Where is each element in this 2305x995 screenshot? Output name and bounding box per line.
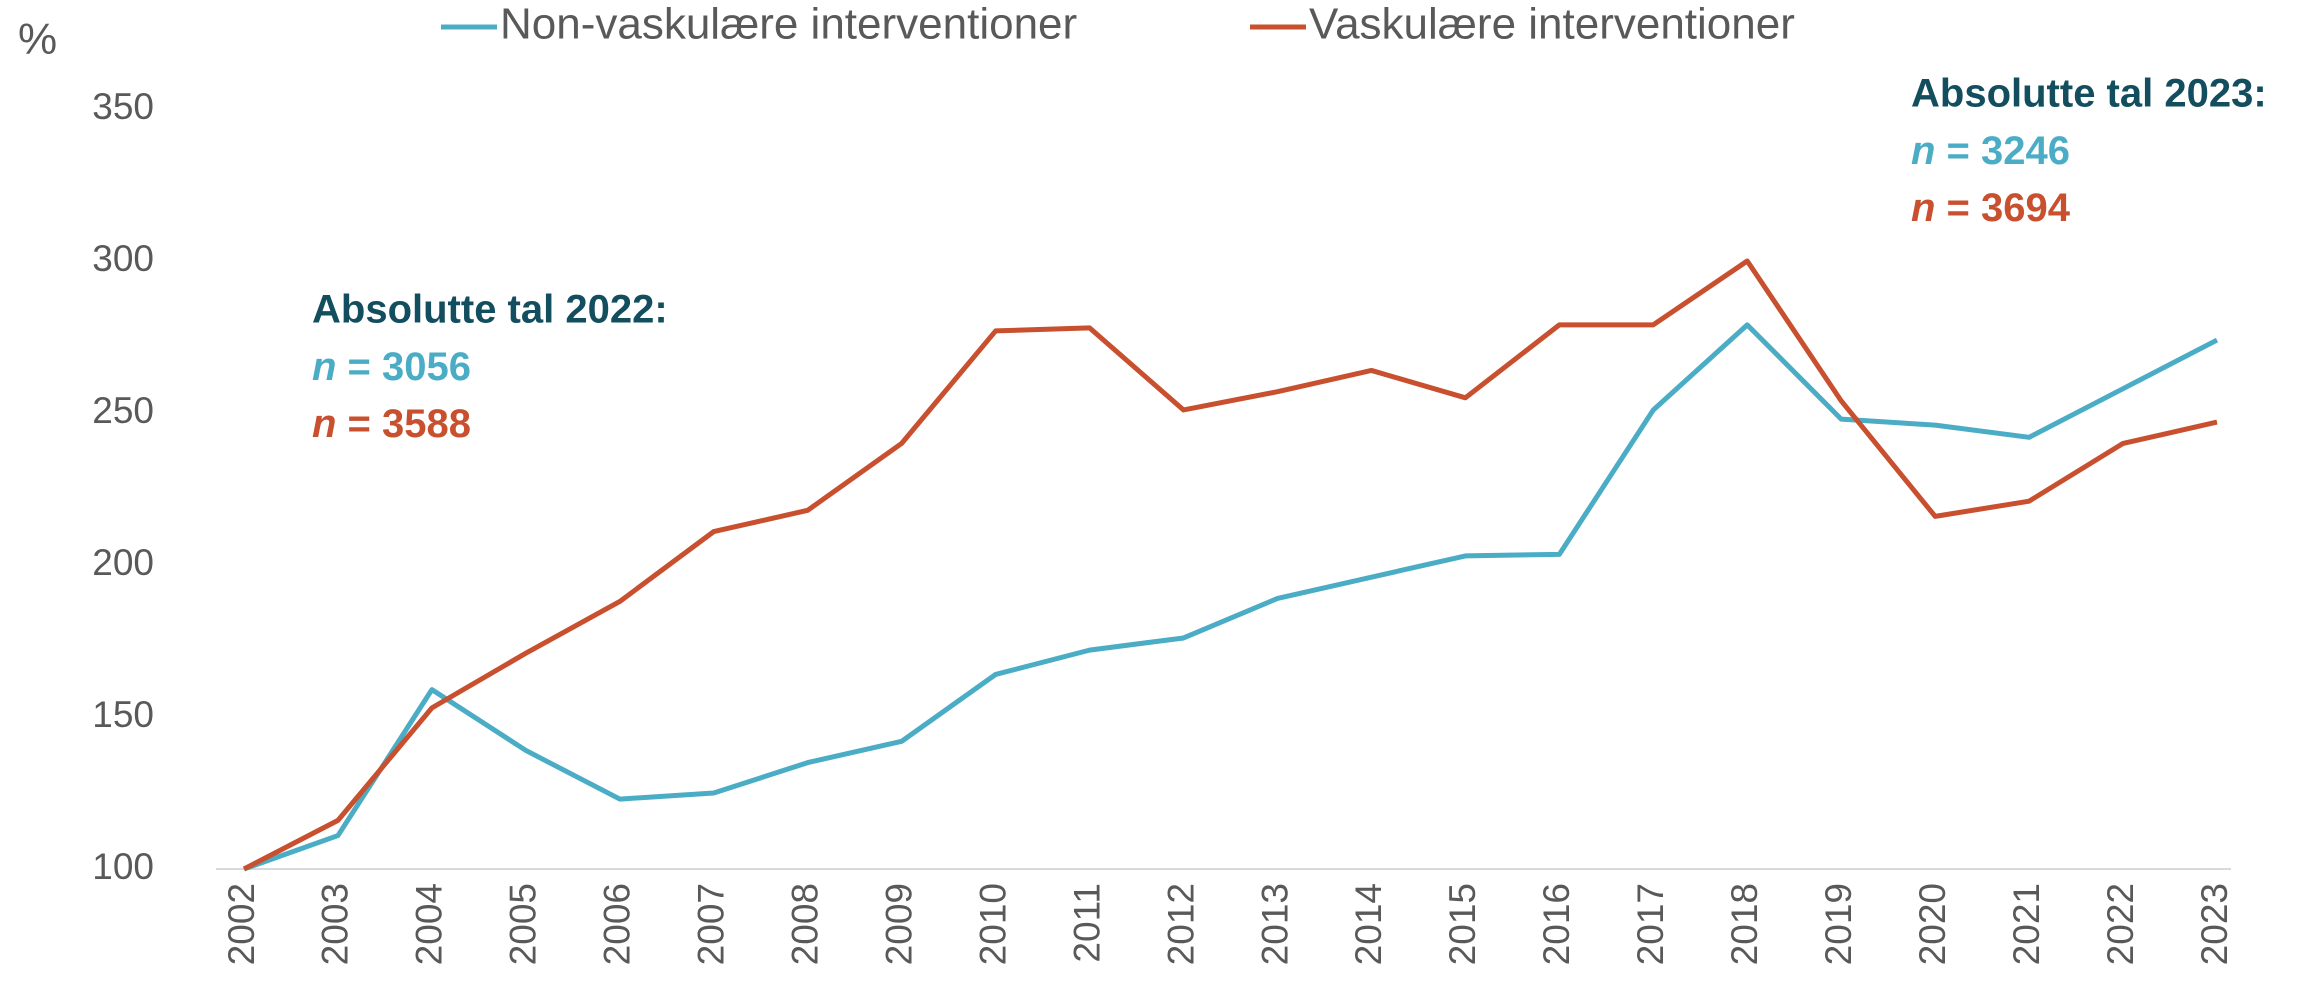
x-tick-label: 2008 bbox=[784, 883, 825, 965]
y-tick-label: 150 bbox=[92, 694, 154, 735]
series-line bbox=[243, 322, 2219, 872]
x-tick-label: 2015 bbox=[1442, 883, 1483, 965]
legend-label: Vaskulære interventioner bbox=[1309, 0, 1795, 49]
annotation-line: n = 3056 bbox=[312, 345, 471, 389]
series-line bbox=[242, 258, 2218, 872]
x-tick-label: 2019 bbox=[1818, 883, 1859, 965]
x-tick-label: 2011 bbox=[1066, 883, 1107, 963]
x-tick-label: 2007 bbox=[691, 883, 732, 965]
x-tick-label: 2005 bbox=[503, 883, 544, 965]
annotation-line: n = 3694 bbox=[1911, 186, 2071, 230]
annotation-line: n = 3588 bbox=[312, 402, 471, 446]
x-tick-label: 2022 bbox=[2100, 883, 2141, 965]
x-tick-label: 2004 bbox=[409, 883, 450, 965]
y-tick-label: 250 bbox=[92, 390, 154, 431]
x-tick-label: 2013 bbox=[1254, 883, 1295, 965]
x-tick-label: 2023 bbox=[2194, 883, 2235, 965]
x-tick-label: 2018 bbox=[1724, 883, 1765, 965]
legend-label: Non-vaskulære interventioner bbox=[500, 0, 1077, 49]
annotation-title: Absolutte tal 2023: bbox=[1911, 72, 2267, 116]
x-tick-label: 2010 bbox=[972, 883, 1013, 965]
y-axis-label: % bbox=[18, 15, 57, 64]
y-tick-label: 300 bbox=[92, 238, 154, 279]
x-tick-label: 2006 bbox=[597, 883, 638, 965]
y-tick-label: 350 bbox=[92, 86, 154, 127]
x-tick-label: 2016 bbox=[1536, 883, 1577, 965]
x-tick-label: 2002 bbox=[221, 883, 262, 965]
x-tick-label: 2017 bbox=[1630, 883, 1671, 965]
x-tick-label: 2003 bbox=[315, 883, 356, 965]
x-tick-label: 2020 bbox=[1912, 883, 1953, 965]
annotation-title: Absolutte tal 2022: bbox=[312, 288, 668, 332]
y-tick-label: 200 bbox=[92, 542, 154, 583]
y-tick-label: 100 bbox=[92, 846, 154, 887]
x-tick-label: 2009 bbox=[878, 883, 919, 965]
x-tick-label: 2021 bbox=[2006, 883, 2047, 965]
x-tick-label: 2014 bbox=[1348, 883, 1389, 965]
annotation-line: n = 3246 bbox=[1911, 129, 2070, 173]
x-tick-label: 2012 bbox=[1160, 883, 1201, 965]
